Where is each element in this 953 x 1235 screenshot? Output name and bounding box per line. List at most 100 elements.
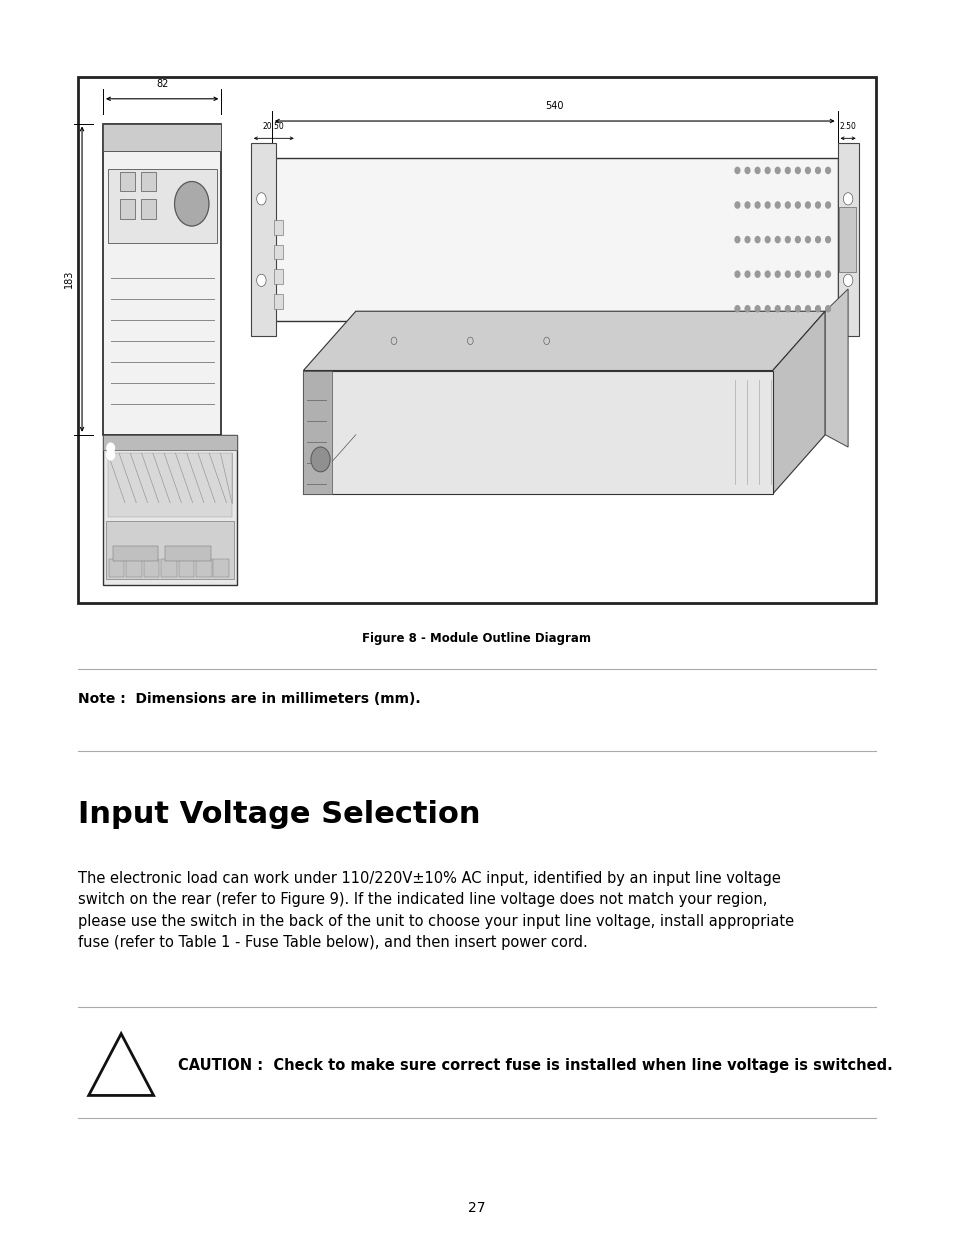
Bar	[120, 172, 135, 191]
Polygon shape	[303, 370, 772, 494]
Circle shape	[775, 201, 780, 209]
Circle shape	[804, 201, 809, 209]
Text: 183: 183	[64, 270, 73, 288]
Circle shape	[795, 272, 800, 278]
Polygon shape	[303, 311, 824, 370]
Circle shape	[824, 168, 829, 174]
Bar	[103, 124, 221, 151]
Bar	[108, 453, 232, 517]
Circle shape	[764, 272, 769, 278]
Text: 20.50: 20.50	[263, 122, 284, 131]
Text: Figure 8 - Module Outline Diagram: Figure 8 - Module Outline Diagram	[362, 632, 591, 645]
Text: Input Voltage Selection: Input Voltage Selection	[78, 800, 480, 829]
Bar	[103, 435, 236, 450]
Circle shape	[795, 306, 800, 312]
Bar	[213, 559, 229, 577]
Bar	[78, 77, 875, 603]
Circle shape	[174, 182, 209, 226]
Circle shape	[784, 201, 789, 209]
Circle shape	[775, 306, 780, 312]
Bar	[274, 294, 283, 309]
Bar	[126, 559, 142, 577]
Circle shape	[784, 306, 789, 312]
Circle shape	[815, 237, 820, 242]
Circle shape	[815, 306, 820, 312]
Text: 82: 82	[156, 79, 168, 89]
Circle shape	[815, 201, 820, 209]
Circle shape	[734, 237, 740, 242]
Circle shape	[775, 272, 780, 278]
Bar	[274, 269, 283, 284]
Bar	[178, 559, 193, 577]
Circle shape	[755, 272, 760, 278]
Bar	[837, 143, 858, 336]
Bar	[109, 559, 124, 577]
Polygon shape	[824, 289, 847, 447]
Text: 27: 27	[468, 1200, 485, 1215]
Circle shape	[842, 193, 852, 205]
Circle shape	[824, 306, 829, 312]
Circle shape	[764, 306, 769, 312]
Circle shape	[775, 237, 780, 242]
Text: The electronic load can work under 110/220V±10% AC input, identified by an input: The electronic load can work under 110/2…	[78, 871, 794, 951]
Bar	[144, 559, 159, 577]
Circle shape	[107, 450, 114, 459]
Bar	[103, 435, 236, 585]
Circle shape	[755, 201, 760, 209]
Bar	[112, 546, 158, 561]
Circle shape	[795, 201, 800, 209]
Circle shape	[755, 237, 760, 242]
Circle shape	[784, 237, 789, 242]
Circle shape	[734, 168, 740, 174]
Bar	[838, 207, 855, 272]
Circle shape	[764, 168, 769, 174]
Circle shape	[804, 237, 809, 242]
Circle shape	[744, 272, 749, 278]
Circle shape	[755, 306, 760, 312]
Circle shape	[784, 272, 789, 278]
Circle shape	[764, 201, 769, 209]
Bar	[141, 172, 156, 191]
Circle shape	[734, 201, 740, 209]
Circle shape	[784, 168, 789, 174]
Polygon shape	[303, 370, 332, 494]
Circle shape	[755, 168, 760, 174]
Text: !: !	[116, 1056, 126, 1076]
Circle shape	[311, 447, 330, 472]
Text: 2.50: 2.50	[839, 122, 856, 131]
Bar	[108, 169, 216, 243]
Circle shape	[734, 306, 740, 312]
Circle shape	[795, 168, 800, 174]
Circle shape	[744, 237, 749, 242]
Bar	[251, 143, 275, 336]
Text: Note :  Dimensions are in millimeters (mm).: Note : Dimensions are in millimeters (mm…	[78, 692, 420, 705]
Text: 540: 540	[545, 101, 563, 111]
Circle shape	[744, 168, 749, 174]
Circle shape	[804, 168, 809, 174]
Circle shape	[795, 237, 800, 242]
Circle shape	[764, 237, 769, 242]
Text: CAUTION :  Check to make sure correct fuse is installed when line voltage is swi: CAUTION : Check to make sure correct fus…	[178, 1058, 892, 1073]
Circle shape	[804, 272, 809, 278]
Polygon shape	[772, 311, 824, 494]
Circle shape	[815, 272, 820, 278]
Circle shape	[824, 272, 829, 278]
Text: •: •	[119, 1087, 123, 1093]
Polygon shape	[89, 1034, 153, 1095]
Circle shape	[775, 168, 780, 174]
Bar	[106, 521, 233, 579]
Circle shape	[107, 443, 114, 453]
Bar	[195, 559, 212, 577]
Bar	[141, 199, 156, 219]
Bar	[120, 199, 135, 219]
Bar	[274, 245, 283, 259]
Bar	[103, 124, 221, 435]
Circle shape	[804, 306, 809, 312]
Bar	[161, 559, 176, 577]
Circle shape	[815, 168, 820, 174]
Circle shape	[824, 201, 829, 209]
Circle shape	[256, 274, 266, 287]
Bar	[165, 546, 211, 561]
Circle shape	[744, 201, 749, 209]
Circle shape	[256, 193, 266, 205]
